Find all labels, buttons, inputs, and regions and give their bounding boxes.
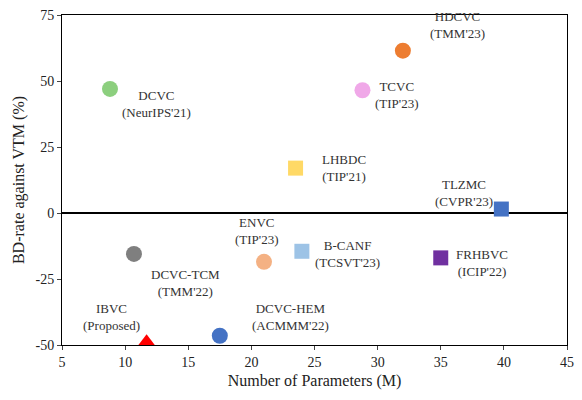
svg-text:5: 5 [59,355,66,370]
svg-text:10: 10 [118,355,132,370]
svg-text:25: 25 [308,355,322,370]
svg-text:50: 50 [40,74,54,89]
svg-text:DCVC(NeurIPS'21): DCVC(NeurIPS'21) [122,88,191,120]
svg-text:25: 25 [40,140,54,155]
svg-text:30: 30 [371,355,385,370]
svg-text:40: 40 [497,355,511,370]
svg-text:DCVC-TCM(TMM'22): DCVC-TCM(TMM'22) [151,267,220,299]
svg-text:-50: -50 [36,338,55,353]
svg-text:ENVC(TIP'23): ENVC(TIP'23) [235,215,279,247]
svg-text:DCVC-HEM(ACMMM'22): DCVC-HEM(ACMMM'22) [252,301,329,333]
svg-text:BD-rate against VTM (%): BD-rate against VTM (%) [10,96,28,264]
svg-text:0: 0 [47,206,54,221]
svg-text:75: 75 [40,8,54,23]
svg-text:B-CANF(TCSVT'23): B-CANF(TCSVT'23) [315,238,380,270]
svg-text:HDCVC(TMM'23): HDCVC(TMM'23) [430,9,485,41]
svg-text:15: 15 [181,355,195,370]
svg-text:Number of Parameters (M): Number of Parameters (M) [228,372,402,390]
svg-text:35: 35 [434,355,448,370]
svg-text:45: 45 [560,355,574,370]
svg-text:-25: -25 [36,272,55,287]
svg-text:LHBDC(TIP'21): LHBDC(TIP'21) [322,152,366,184]
svg-text:TCVC(TIP'23): TCVC(TIP'23) [375,79,419,111]
svg-text:IBVC(Proposed): IBVC(Proposed) [83,301,140,333]
svg-text:20: 20 [244,355,258,370]
svg-text:TLZMC(CVPR'23): TLZMC(CVPR'23) [435,177,493,209]
svg-text:FRHBVC(ICIP'22): FRHBVC(ICIP'22) [456,247,508,279]
